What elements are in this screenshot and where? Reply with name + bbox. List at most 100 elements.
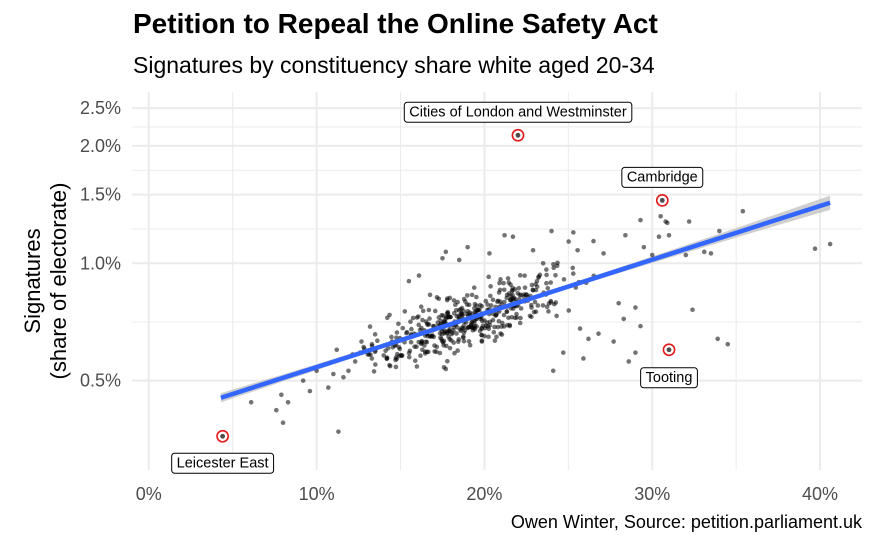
- data-point: [375, 338, 380, 344]
- data-point: [469, 311, 474, 316]
- data-point: [450, 330, 455, 336]
- y-tick-label: 0.5%: [80, 371, 121, 391]
- data-point: [554, 313, 559, 319]
- data-point: [396, 344, 402, 350]
- data-point: [551, 301, 557, 307]
- data-point: [445, 358, 450, 364]
- x-tick-label: 20%: [466, 484, 502, 504]
- data-point: [534, 278, 540, 284]
- data-point: [483, 298, 489, 304]
- data-point: [440, 313, 446, 318]
- data-point: [444, 297, 450, 303]
- point-label-text: Leicester East: [177, 455, 269, 471]
- data-point: [621, 316, 627, 322]
- data-point: [544, 304, 550, 310]
- data-point: [501, 312, 507, 318]
- data-point: [437, 350, 443, 356]
- data-point: [509, 288, 515, 294]
- data-point: [406, 278, 412, 284]
- data-point: [502, 299, 507, 305]
- data-point: [535, 303, 541, 308]
- data-point: [501, 287, 507, 293]
- data-point: [389, 334, 394, 340]
- data-point: [409, 326, 414, 332]
- data-point: [464, 311, 470, 317]
- data-point: [399, 353, 405, 358]
- data-point: [432, 349, 437, 354]
- data-point: [479, 339, 485, 344]
- data-point: [530, 287, 536, 293]
- data-point: [505, 276, 511, 281]
- data-point: [336, 429, 341, 434]
- data-point: [485, 302, 490, 307]
- data-point: [638, 323, 643, 329]
- data-point: [522, 273, 527, 278]
- data-point: [439, 331, 445, 337]
- point-label-text: Cities of London and Westminster: [409, 104, 627, 120]
- data-point: [532, 299, 538, 305]
- data-point: [455, 339, 461, 344]
- data-point: [418, 304, 424, 310]
- y-axis-label-line: Signatures: [20, 228, 45, 333]
- data-point: [596, 331, 601, 336]
- data-point: [486, 334, 491, 340]
- data-point: [402, 309, 408, 314]
- data-point: [492, 324, 497, 330]
- data-point: [488, 303, 494, 308]
- data-point: [656, 234, 662, 240]
- data-point: [461, 338, 467, 344]
- data-point: [548, 280, 553, 285]
- highlight-ring: [511, 128, 525, 142]
- data-point: [560, 350, 566, 355]
- data-point: [495, 299, 500, 305]
- data-point: [536, 275, 541, 280]
- y-tick-label: 2.0%: [80, 136, 121, 156]
- data-point: [274, 407, 279, 413]
- data-point: [690, 307, 695, 313]
- data-point: [561, 277, 567, 282]
- data-point: [502, 232, 507, 238]
- data-point: [352, 359, 358, 364]
- data-point: [518, 306, 524, 311]
- data-point: [467, 342, 473, 348]
- data-point: [490, 297, 496, 303]
- data-point: [394, 335, 399, 340]
- data-point: [497, 280, 502, 286]
- data-point: [482, 318, 487, 323]
- data-point: [497, 287, 503, 293]
- data-point: [468, 322, 474, 327]
- data-point: [387, 363, 393, 369]
- data-point: [454, 331, 459, 336]
- data-point: [366, 352, 372, 357]
- data-point: [451, 298, 457, 303]
- data-point: [420, 317, 425, 323]
- data-point: [492, 338, 498, 343]
- x-axis-ticks: 0% 10% 20% 30% 40%: [136, 484, 838, 504]
- data-point: [545, 285, 551, 291]
- data-point: [514, 315, 520, 320]
- highlight-ring: [662, 343, 676, 357]
- data-point: [575, 247, 580, 253]
- data-point: [571, 230, 576, 235]
- data-point: [482, 325, 488, 331]
- data-point: [420, 347, 425, 353]
- data-point: [431, 334, 437, 340]
- data-point: [500, 320, 505, 326]
- data-point: [423, 339, 429, 344]
- data-point: [554, 263, 560, 269]
- data-point: [408, 319, 413, 325]
- data-point: [501, 280, 506, 286]
- data-point: [410, 315, 416, 321]
- data-point: [683, 252, 689, 258]
- data-point: [527, 313, 533, 319]
- data-point: [479, 303, 485, 309]
- y-axis-label: Signatures(share of electorate): [20, 183, 71, 380]
- data-point: [623, 232, 628, 238]
- data-point: [566, 239, 571, 244]
- data-point: [425, 349, 431, 355]
- data-point: [446, 313, 451, 319]
- data-point: [427, 316, 432, 321]
- data-point: [466, 302, 472, 308]
- data-point: [529, 282, 535, 288]
